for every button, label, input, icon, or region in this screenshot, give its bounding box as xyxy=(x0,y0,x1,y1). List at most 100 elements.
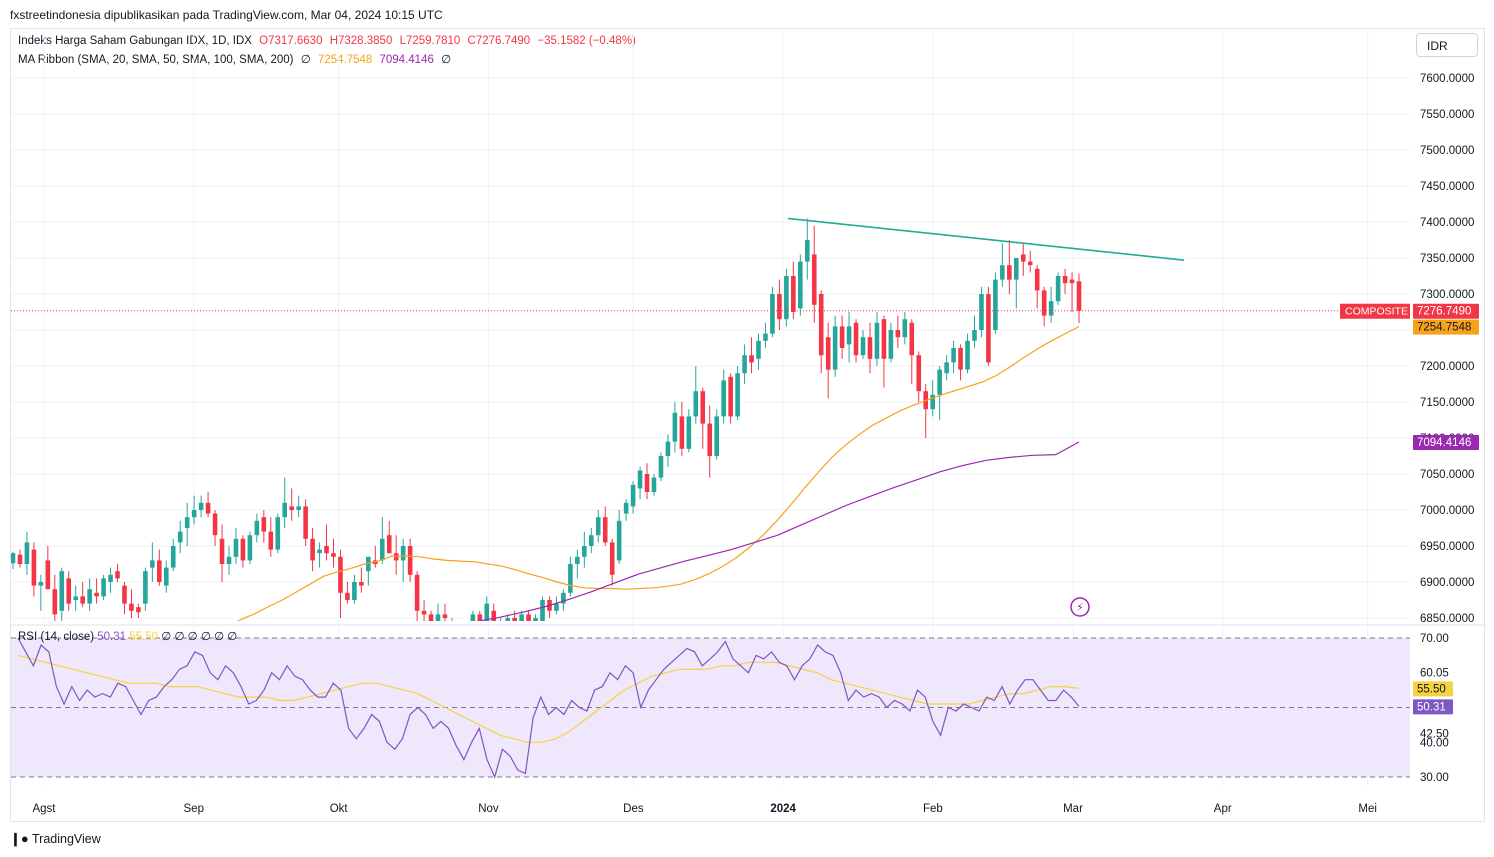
candle-body xyxy=(881,319,887,359)
candle-body xyxy=(735,373,740,417)
y-tick-label: 7550.0000 xyxy=(1420,109,1474,121)
candle-body xyxy=(644,474,650,492)
tradingview-logo[interactable]: ❙● TradingView xyxy=(10,831,101,847)
x-tick-label: 2024 xyxy=(770,803,796,815)
candle-body xyxy=(212,513,218,536)
resistance-trendline xyxy=(787,217,1185,261)
candle-body xyxy=(533,618,538,621)
currency-selector[interactable]: IDR xyxy=(1416,33,1478,57)
candle-body xyxy=(352,582,357,600)
candle-body xyxy=(136,607,141,613)
candle-body xyxy=(184,517,190,528)
rsi-tick-label: 30.00 xyxy=(1420,772,1449,784)
candle-body xyxy=(477,614,483,621)
candle-body xyxy=(930,394,935,410)
candle-body xyxy=(379,538,385,561)
candle-body xyxy=(958,348,963,370)
ma-ribbon-label[interactable]: MA Ribbon (SMA, 20, SMA, 50, SMA, 100, S… xyxy=(18,54,294,66)
candle-body xyxy=(665,441,671,456)
candle-body xyxy=(198,502,204,510)
lightning-icon xyxy=(1070,597,1090,617)
y-tick-label: 7150.0000 xyxy=(1420,397,1474,409)
candle-body xyxy=(811,254,817,305)
candle-body xyxy=(561,592,566,604)
x-tick-label: Sep xyxy=(184,803,204,815)
candle-body xyxy=(73,596,79,600)
y-tick-label: 7000.0000 xyxy=(1420,505,1474,517)
candle-body xyxy=(163,567,169,586)
candle-body xyxy=(205,502,211,514)
candle-body xyxy=(170,546,176,568)
candle-body xyxy=(115,571,120,579)
candle-body xyxy=(853,322,859,356)
candle-body xyxy=(498,625,503,639)
y-tick-label: 7500.0000 xyxy=(1420,145,1474,157)
candle-body xyxy=(909,322,915,356)
candle-body xyxy=(818,294,824,356)
y-tick-label: 6850.0000 xyxy=(1420,613,1474,625)
rsi-legend: RSI (14, close) 50.31 55.50 ∅ ∅ ∅ ∅ ∅ ∅ xyxy=(18,629,237,643)
candle-body xyxy=(428,614,434,621)
candle-body xyxy=(122,585,127,604)
candle-body xyxy=(254,520,260,536)
candle-body xyxy=(602,517,608,543)
candle-body xyxy=(101,578,106,597)
y-tick-label: 6900.0000 xyxy=(1420,577,1474,589)
ma-empty-1: ∅ xyxy=(300,54,311,66)
rsi-empty-values: ∅ ∅ ∅ ∅ ∅ ∅ xyxy=(161,631,238,643)
candle-body xyxy=(630,484,636,507)
ma50-line xyxy=(236,326,1080,621)
rsi-ma-badge: 55.50 xyxy=(1417,683,1446,695)
ohlc-close: C7276.7490 xyxy=(467,35,531,47)
x-tick-label: Mei xyxy=(1358,803,1377,815)
candles-group xyxy=(11,218,1082,639)
candle-body xyxy=(177,531,183,543)
candle-body xyxy=(240,538,246,561)
candle-body xyxy=(80,596,85,604)
candle-body xyxy=(24,542,30,564)
candle-body xyxy=(303,506,308,539)
candle-body xyxy=(66,578,72,604)
candle-body xyxy=(798,261,803,309)
ma100-badge: 7094.4146 xyxy=(1417,437,1471,449)
y-tick-label: 7200.0000 xyxy=(1420,361,1474,373)
candle-body xyxy=(791,276,796,312)
candle-body xyxy=(1055,276,1061,302)
ma50-badge: 7254.7548 xyxy=(1417,322,1471,334)
ohlc-open: O7317.6630 xyxy=(259,35,323,47)
candle-body xyxy=(150,560,155,568)
candle-body xyxy=(317,549,322,554)
candle-body xyxy=(1041,290,1047,316)
candle-body xyxy=(233,538,239,557)
lightning-glyph: ⚡ xyxy=(1076,601,1084,614)
rsi-label[interactable]: RSI (14, close) xyxy=(18,631,95,643)
candle-body xyxy=(512,618,517,621)
x-tick-label: Apr xyxy=(1214,803,1232,815)
candle-body xyxy=(595,517,601,536)
candle-body xyxy=(979,294,984,330)
candle-body xyxy=(777,294,782,320)
candle-body xyxy=(324,546,329,554)
candle-body xyxy=(519,614,524,621)
candle-body xyxy=(1007,265,1012,280)
rsi-tick-label: 42.50 xyxy=(1420,729,1449,741)
candle-body xyxy=(693,391,699,417)
rsi-legend-value: 50.31 xyxy=(97,631,127,643)
candle-body xyxy=(804,240,810,262)
candle-body xyxy=(888,330,894,359)
candle-body xyxy=(582,546,587,557)
candle-body xyxy=(1020,254,1026,262)
rsi-ma-legend-value: 55.50 xyxy=(129,631,159,643)
candle-body xyxy=(296,506,301,510)
candle-body xyxy=(491,610,497,621)
candle-body xyxy=(623,502,629,514)
candle-body xyxy=(345,592,350,600)
candle-body xyxy=(11,553,16,564)
candle-body xyxy=(867,337,873,359)
candle-body xyxy=(226,556,232,564)
candle-body xyxy=(651,477,657,492)
ohlc-low: L7259.7810 xyxy=(399,35,461,47)
candle-body xyxy=(860,337,866,356)
candle-body xyxy=(972,330,977,341)
